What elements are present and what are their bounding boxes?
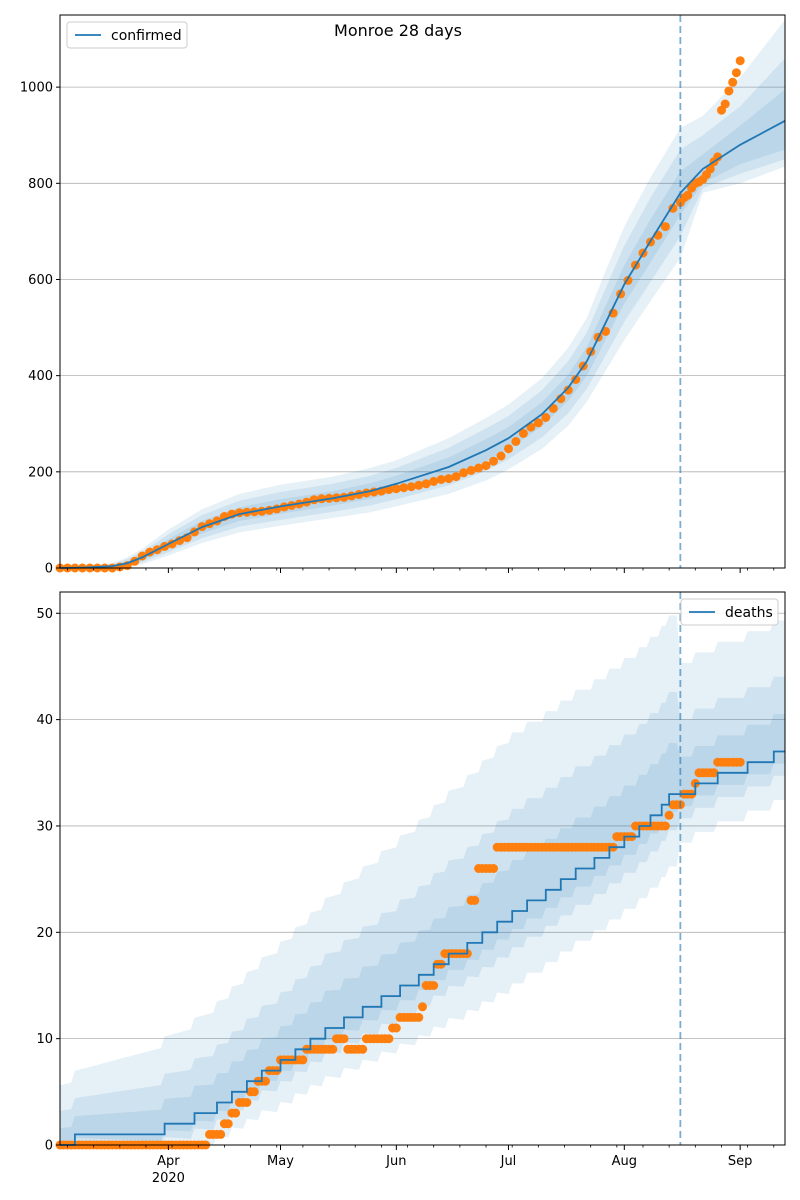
y-tick-label: 600 [28,273,53,288]
legend-label: deaths [725,605,773,621]
confirmed-median-line [59,120,786,569]
observed-point [339,1034,349,1044]
observed-point [541,413,551,422]
y-tick-label: 1000 [20,81,53,96]
observed-point [660,222,670,232]
observed-point [470,895,480,905]
observed-point [406,482,416,492]
observed-point [421,479,431,489]
x-tick-label: Apr [157,1154,180,1169]
confidence-band [60,676,785,1145]
observed-point [429,981,439,990]
observed-point [724,86,734,96]
observed-point [720,99,730,109]
y-tick-label: 400 [28,369,53,384]
observed-point [414,1012,424,1022]
observed-point [261,1076,270,1086]
confidence-band [60,89,785,568]
observed-point [496,451,506,461]
y-tick-label: 50 [36,607,53,622]
x-tick-label: May [267,1154,294,1169]
observed-point [713,152,723,162]
observed-point [489,864,498,873]
y-tick-label: 0 [45,562,53,577]
observed-point [709,768,719,778]
observed-point [459,468,469,478]
observed-point [414,480,424,490]
observed-point [358,1044,368,1054]
observed-point [511,437,521,446]
legend: confirmed [66,21,188,49]
observed-point [466,465,476,475]
observed-point [683,190,693,200]
y-tick-label: 200 [28,465,53,480]
legend: deaths [680,598,779,626]
observed-point [451,472,461,482]
confidence-band [60,615,785,1145]
y-tick-label: 10 [36,1032,53,1047]
observed-point [474,463,484,473]
confidence-band [60,19,785,569]
observed-point [518,428,528,438]
confidence-band [60,714,785,1145]
x-tick-label: Jul [500,1154,517,1169]
observed-point [391,1023,401,1033]
observed-point [444,474,454,484]
x-tick-year-label: 2020 [152,1171,185,1186]
confidence-band [60,58,785,569]
observed-point [249,1087,259,1097]
observed-point [175,536,185,546]
observed-point [504,444,513,454]
observed-point [664,810,674,820]
y-tick-label: 800 [28,177,53,192]
y-tick-label: 0 [45,1139,53,1154]
observed-point [223,1119,233,1129]
observed-point [563,385,573,395]
observed-point [735,757,745,767]
deaths-median-line [60,750,785,1146]
observed-point [731,68,741,78]
observed-point [391,484,401,494]
legend-box [66,21,188,49]
observed-point [735,56,745,66]
observed-point [728,77,738,87]
y-tick-label: 20 [36,926,53,941]
observed-point [216,1129,226,1139]
chart-panel-2: 0 10 20 30 40 50 Apr May Jun Jul Aug Sep 2020 deaths [36,591,786,1186]
observed-point [436,475,446,484]
observed-point [328,1044,338,1054]
observed-point [489,456,498,466]
legend-label: confirmed [111,28,182,44]
observed-point [399,483,409,493]
observed-point [242,1098,252,1107]
legend-box [680,598,779,626]
observed-point [384,1034,394,1044]
axes-frame [59,14,786,569]
y-tick-label: 40 [36,713,53,728]
observed-point [481,461,491,471]
x-tick-label: Sep [728,1154,753,1169]
observed-point [705,164,715,174]
y-tick-label: 30 [36,819,53,834]
chart-title: Monroe 28 days [334,21,462,40]
observed-point [429,476,439,486]
x-tick-label: Aug [612,1154,637,1169]
observed-point [533,418,543,428]
observed-point [668,203,678,213]
observed-point [231,1108,241,1118]
x-tick-label: Jun [385,1154,406,1169]
observed-point [298,1055,308,1065]
observed-point [660,821,670,831]
observed-point [418,1002,427,1012]
chart-panel-1: 0 200 400 600 800 1000 Monroe 28 days confirmed [20,14,786,577]
axes-frame [59,591,786,1146]
